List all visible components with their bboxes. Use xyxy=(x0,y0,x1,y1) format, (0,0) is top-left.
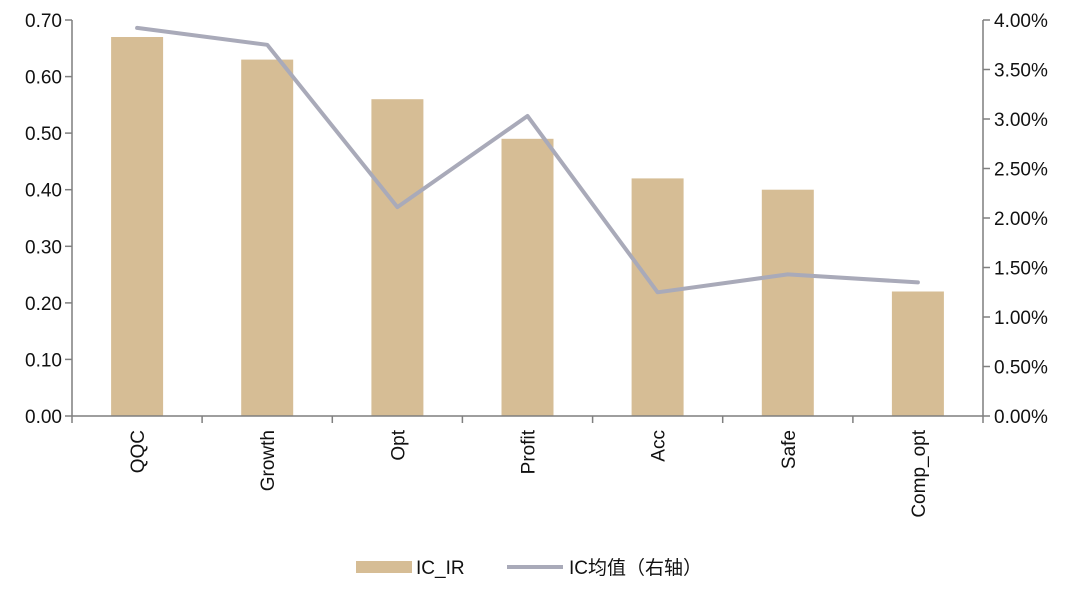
bar-series-ic-ir xyxy=(111,37,944,417)
right-axis-tick-label: 1.00% xyxy=(994,308,1048,329)
left-axis-tick-label: 0.60 xyxy=(25,68,62,89)
bar-growth xyxy=(241,59,294,416)
category-label-growth: Growth xyxy=(258,430,279,491)
legend-swatch-ic-ir xyxy=(356,561,412,573)
right-axis-tick-label: 1.50% xyxy=(994,259,1048,280)
category-label-comp-opt: Comp_opt xyxy=(909,429,930,517)
left-axis-tick-label: 0.70 xyxy=(25,11,62,32)
right-axis-tick-label: 0.00% xyxy=(994,407,1048,428)
bar-comp-opt xyxy=(891,291,944,416)
left-axis-tick-label: 0.40 xyxy=(25,181,62,202)
axes xyxy=(71,20,984,423)
legend-label-ic-ir: IC_IR xyxy=(416,558,465,579)
right-axis-ticks: 0.00% 0.50% 1.00% 1.50% 2.00% 2.50% 3.00% 3.50%… xyxy=(983,11,1048,428)
bar-profit xyxy=(501,138,554,417)
left-axis-ticks: 0.00 0.10 0.20 0.30 0.40 0.50 0.60 0.70 xyxy=(25,11,72,428)
category-label-safe: Safe xyxy=(779,430,800,469)
category-label-acc: Acc xyxy=(649,430,670,462)
left-axis-tick-label: 0.00 xyxy=(25,407,62,428)
right-axis-tick-label: 2.50% xyxy=(994,160,1048,181)
left-axis-tick-label: 0.50 xyxy=(25,124,62,145)
bar-opt xyxy=(371,99,424,416)
right-axis-tick-label: 0.50% xyxy=(994,358,1048,379)
left-axis-tick-label: 0.20 xyxy=(25,294,62,315)
category-label-profit: Profit xyxy=(519,429,540,474)
bar-acc xyxy=(631,178,684,416)
right-axis-tick-label: 3.00% xyxy=(994,110,1048,131)
line-series-ic-mean xyxy=(135,25,920,295)
category-label-opt: Opt xyxy=(388,429,409,460)
right-axis-tick-label: 2.00% xyxy=(994,209,1048,230)
legend-label-ic-mean: IC均值（右轴） xyxy=(569,557,702,579)
right-axis-tick-label: 3.50% xyxy=(994,61,1048,82)
left-axis-tick-label: 0.10 xyxy=(25,350,62,371)
category-labels: QQC Growth Opt Profit Acc Safe Comp_opt xyxy=(128,429,930,517)
category-label-qqc: QQC xyxy=(128,430,149,473)
bar-qqc xyxy=(111,37,164,416)
left-axis-tick-label: 0.30 xyxy=(25,237,62,258)
legend: IC_IR IC均值（右轴） xyxy=(356,557,702,579)
bar-safe xyxy=(761,189,814,416)
right-axis-tick-label: 4.00% xyxy=(994,11,1048,32)
